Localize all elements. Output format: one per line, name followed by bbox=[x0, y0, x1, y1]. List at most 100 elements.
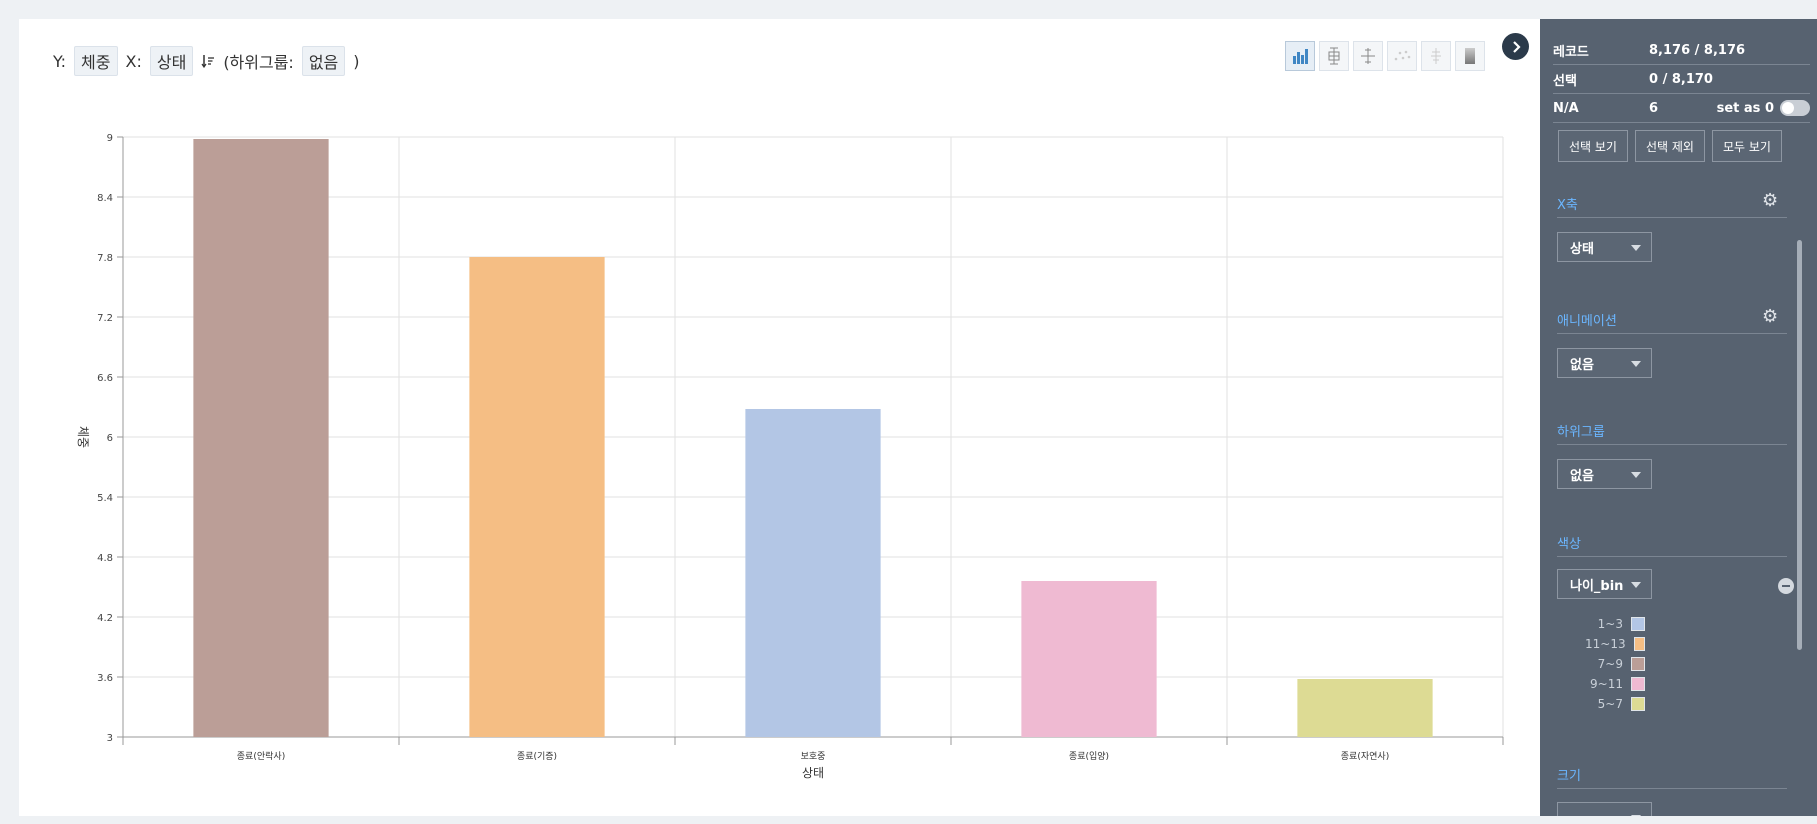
na-row: N/A 6 set as 0 bbox=[1553, 94, 1810, 123]
subgroup-close-label: ) bbox=[353, 51, 360, 71]
animation-dropdown[interactable]: 없음 bbox=[1557, 348, 1652, 378]
selection-value: 0 / 8,170 bbox=[1649, 71, 1713, 87]
exclude-selection-button[interactable]: 선택 제외 bbox=[1634, 130, 1705, 162]
selection-buttons: 선택 보기 선택 제외 모두 보기 bbox=[1558, 130, 1782, 162]
x-axis-dropdown[interactable]: 상태 bbox=[1557, 232, 1652, 262]
na-value: 6 bbox=[1649, 100, 1659, 116]
scatter-button[interactable] bbox=[1387, 41, 1417, 71]
legend-label: 1~3 bbox=[1597, 617, 1623, 631]
x-axis-dropdown-value: 상태 bbox=[1570, 241, 1594, 257]
subgroup-field[interactable]: 없음 bbox=[301, 46, 346, 76]
bar-chart-button[interactable] bbox=[1285, 41, 1315, 71]
y-tick-label: 5.4 bbox=[97, 493, 113, 504]
legend-swatch bbox=[1631, 617, 1645, 631]
error-bar-button[interactable] bbox=[1353, 41, 1383, 71]
x-tick-label: 종료(입양) bbox=[1069, 750, 1109, 762]
records-row: 레코드 8,176 / 8,176 bbox=[1553, 36, 1810, 65]
legend-item[interactable]: 11~13 bbox=[1585, 634, 1645, 654]
chart-type-toolbar bbox=[1285, 41, 1485, 71]
size-dropdown[interactable] bbox=[1557, 802, 1652, 816]
x-tick-label: 보호중 bbox=[801, 751, 826, 762]
y-tick-label: 9 bbox=[107, 133, 113, 144]
y-tick-label: 4.8 bbox=[97, 553, 113, 564]
animation-section-title: 애니메이션 bbox=[1557, 310, 1787, 334]
chevron-down-icon bbox=[1631, 361, 1641, 367]
box-plot-icon bbox=[1328, 47, 1340, 65]
violin-icon bbox=[1431, 48, 1441, 64]
legend-item[interactable]: 1~3 bbox=[1585, 614, 1645, 634]
remove-color-icon[interactable] bbox=[1778, 578, 1794, 594]
bar-chart: 9 8.4 7.8 7.2 6.6 6 5.4 4.8 4.2 3.6 3 종료(안락사) 종료(기증)… bbox=[76, 133, 1504, 780]
legend-item[interactable]: 9~11 bbox=[1585, 674, 1645, 694]
size-section-title: 크기 bbox=[1557, 765, 1787, 789]
y-tick-label: 8.4 bbox=[97, 193, 113, 204]
x-axis-title: 상태 bbox=[802, 766, 824, 780]
color-dropdown-value: 나이_bin bbox=[1570, 578, 1624, 594]
x-tick-label: 종료(안락사) bbox=[237, 750, 285, 762]
legend-item[interactable]: 5~7 bbox=[1585, 694, 1645, 714]
subgroup-dropdown-value: 없음 bbox=[1570, 468, 1594, 484]
color-section-title: 색상 bbox=[1557, 533, 1787, 557]
x-axis-gear-icon[interactable]: ⚙ bbox=[1762, 190, 1779, 211]
y-axis-label: Y: bbox=[53, 51, 67, 71]
legend-swatch bbox=[1631, 677, 1645, 691]
chevron-down-icon bbox=[1631, 472, 1641, 478]
legend-label: 11~13 bbox=[1585, 637, 1626, 651]
legend-label: 7~9 bbox=[1597, 657, 1623, 671]
bar-0 bbox=[193, 139, 329, 737]
y-axis-field[interactable]: 체중 bbox=[74, 46, 118, 76]
x-axis-field[interactable]: 상태 bbox=[149, 46, 194, 76]
bar-chart-icon bbox=[1293, 49, 1308, 64]
show-selection-button[interactable]: 선택 보기 bbox=[1558, 130, 1628, 162]
show-all-button[interactable]: 모두 보기 bbox=[1711, 130, 1782, 162]
error-bar-icon bbox=[1361, 48, 1375, 64]
color-legend: 1~3 11~13 7~9 9~11 5~7 bbox=[1585, 614, 1645, 714]
box-plot-button[interactable] bbox=[1319, 41, 1349, 71]
na-label: N/A bbox=[1553, 100, 1579, 116]
selection-label: 선택 bbox=[1553, 73, 1577, 89]
subgroup-section-title: 하위그룹 bbox=[1557, 421, 1787, 445]
animation-dropdown-value: 없음 bbox=[1570, 357, 1594, 373]
subgroup-open-label: (하위그룹: bbox=[223, 53, 294, 72]
legend-label: 9~11 bbox=[1590, 677, 1623, 691]
color-dropdown[interactable]: 나이_bin bbox=[1557, 569, 1652, 599]
heatmap-button[interactable] bbox=[1455, 41, 1485, 71]
bar-4 bbox=[1297, 679, 1433, 737]
set-as-zero-toggle[interactable] bbox=[1780, 100, 1810, 116]
bar-1 bbox=[469, 257, 605, 737]
legend-swatch bbox=[1633, 637, 1645, 651]
violin-button[interactable] bbox=[1421, 41, 1451, 71]
legend-item[interactable]: 7~9 bbox=[1585, 654, 1645, 674]
subgroup-dropdown[interactable]: 없음 bbox=[1557, 459, 1652, 489]
bar-2 bbox=[745, 409, 881, 737]
collapse-panel-button[interactable] bbox=[1502, 33, 1529, 60]
x-axis-label: X: bbox=[125, 51, 142, 71]
bar-3 bbox=[1021, 581, 1157, 737]
legend-label: 5~7 bbox=[1597, 697, 1623, 711]
heatmap-icon bbox=[1465, 48, 1475, 64]
sort-icon[interactable] bbox=[201, 54, 215, 68]
y-tick-label: 7.2 bbox=[97, 313, 113, 324]
records-label: 레코드 bbox=[1553, 44, 1589, 60]
axis-selector-bar: Y: 체중 X: 상태 (하위그룹: 없음 ) bbox=[53, 46, 360, 76]
x-tick-label: 종료(기증) bbox=[517, 751, 557, 762]
animation-gear-icon[interactable]: ⚙ bbox=[1762, 306, 1779, 327]
y-tick-label: 4.2 bbox=[97, 613, 113, 624]
y-tick-label: 3 bbox=[107, 733, 113, 744]
chevron-down-icon bbox=[1631, 582, 1641, 588]
side-panel: 레코드 8,176 / 8,176 선택 0 / 8,170 N/A 6 set… bbox=[1540, 19, 1817, 816]
scatter-icon bbox=[1394, 50, 1411, 61]
y-axis-title: 체중 bbox=[76, 426, 90, 448]
chevron-down-icon bbox=[1631, 815, 1641, 816]
records-value: 8,176 / 8,176 bbox=[1649, 42, 1746, 58]
x-tick-label: 종료(자연사) bbox=[1341, 751, 1389, 762]
chevron-right-icon bbox=[1512, 40, 1521, 53]
chart-area: Y: 체중 X: 상태 (하위그룹: 없음 ) bbox=[19, 19, 1540, 816]
legend-swatch bbox=[1631, 657, 1645, 671]
panel-scrollbar[interactable] bbox=[1797, 240, 1802, 650]
chevron-down-icon bbox=[1631, 245, 1641, 251]
y-tick-label: 6.6 bbox=[97, 373, 113, 384]
x-axis-section-title: X축 bbox=[1557, 194, 1787, 218]
y-tick-label: 3.6 bbox=[97, 673, 113, 684]
legend-swatch bbox=[1631, 697, 1645, 711]
